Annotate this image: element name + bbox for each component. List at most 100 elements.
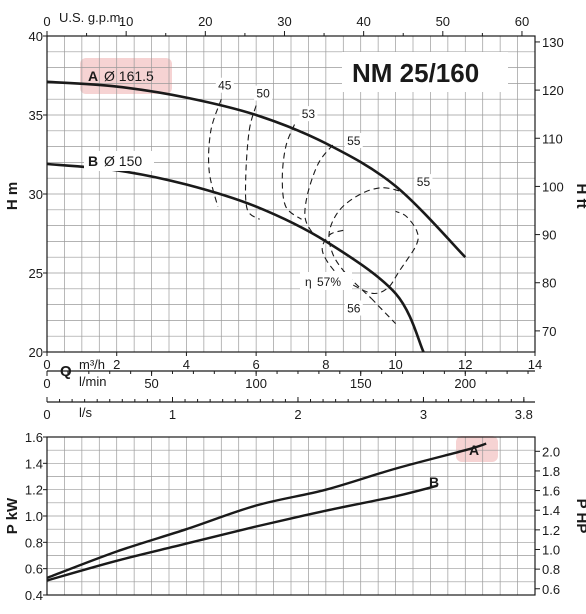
- flow-ls-unit: l/s: [79, 405, 93, 420]
- top-axis-title: U.S. g.p.m.: [59, 10, 124, 25]
- efficiency-label: 55: [417, 175, 431, 189]
- head-right-tick-label: 100: [542, 179, 564, 194]
- m3h-tick-label: 10: [388, 357, 402, 372]
- head-curve-a: [46, 80, 467, 259]
- curve-b-label-bg: [84, 151, 154, 171]
- efficiency-label-bg: [344, 300, 363, 316]
- m3h-tick-label: 8: [322, 357, 329, 372]
- gpm-tick-label: 50: [436, 14, 450, 29]
- head-right-tick-label: 130: [542, 35, 564, 50]
- efficiency-label: 53: [302, 107, 316, 121]
- efficiency-label-bg: [254, 85, 273, 101]
- head-left-tick-label: 25: [29, 266, 43, 281]
- power-right-tick-label: 1.2: [542, 523, 560, 538]
- head-right-tick-label: 70: [542, 324, 556, 339]
- power-grid: [47, 437, 535, 595]
- efficiency-label-bg: [299, 106, 318, 122]
- power-right-tick-label: 0.8: [542, 562, 560, 577]
- power-right-tick-label: 1.4: [542, 503, 560, 518]
- m3h-tick-label: 12: [458, 357, 472, 372]
- efficiency-contour-3: [304, 144, 334, 241]
- efficiency-label-bg: [215, 77, 234, 93]
- gpm-tick-label: 40: [356, 14, 370, 29]
- power-curve-b-name: B: [429, 474, 439, 490]
- efficiency-label-bg: [344, 133, 363, 149]
- power-left-tick-label: 1.4: [25, 456, 43, 471]
- ls-tick-label: 0: [43, 407, 50, 422]
- power-right-tick-label: 1.6: [542, 484, 560, 499]
- power-right-tick-label: 0.6: [542, 582, 560, 597]
- power-axis-title-right: P HP: [573, 499, 586, 534]
- lmin-tick-label: 0: [43, 376, 50, 391]
- power-left-tick-label: 1.2: [25, 483, 43, 498]
- power-right-tick-label: 2.0: [542, 444, 560, 459]
- head-right-tick-label: 80: [542, 276, 556, 291]
- power-left-tick-label: 0.8: [25, 535, 43, 550]
- flow-q-prefix: Q: [60, 363, 72, 380]
- gpm-tick-label: 30: [277, 14, 291, 29]
- efficiency-label: 56: [347, 302, 361, 316]
- eta-value: 57%: [317, 275, 341, 289]
- gpm-tick-label: 20: [198, 14, 212, 29]
- power-left-tick-label: 1.0: [25, 509, 43, 524]
- efficiency-contour-1: [244, 105, 260, 220]
- curve-a-name: A: [88, 68, 98, 84]
- power-left-tick-label: 0.6: [25, 562, 43, 577]
- efficiency-contour-5: [321, 210, 419, 295]
- lmin-tick-label: 200: [454, 376, 476, 391]
- ls-tick-label: 2: [294, 407, 301, 422]
- power-right-tick-label: 1.8: [542, 464, 560, 479]
- flow-lmin-unit: l/min: [79, 374, 106, 389]
- head-left-tick-label: 30: [29, 187, 43, 202]
- efficiency-contour-2: [281, 124, 302, 220]
- gpm-tick-label: 10: [119, 14, 133, 29]
- efficiency-label: 50: [256, 87, 270, 101]
- curve-b-diameter: Ø 150: [104, 153, 142, 169]
- power-left-tick-label: 1.6: [25, 430, 43, 445]
- gpm-tick-label: 0: [43, 14, 50, 29]
- head-right-tick-label: 120: [542, 83, 564, 98]
- head-left-tick-label: 40: [29, 29, 43, 44]
- ls-tick-label: 3: [420, 407, 427, 422]
- curve-b-name: B: [88, 153, 98, 169]
- ls-tick-label: 1: [169, 407, 176, 422]
- head-right-tick-label: 90: [542, 228, 556, 243]
- flow-m3h-unit: m³/h: [79, 357, 105, 372]
- y-axis-title-right: H ft: [573, 184, 586, 209]
- head-right-tick-label: 110: [542, 131, 563, 146]
- power-curve-a-name: A: [469, 442, 479, 458]
- efficiency-contour-6: [370, 297, 396, 324]
- ls-tick-label: 3.8: [515, 407, 533, 422]
- lmin-tick-label: 50: [144, 376, 158, 391]
- power-right-tick-label: 1.0: [542, 542, 560, 557]
- power-axis-title-left: P kW: [4, 497, 21, 534]
- curve-a-diameter: Ø 161.5: [104, 68, 154, 84]
- chart-title: NM 25/160: [352, 58, 479, 88]
- m3h-tick-label: 6: [253, 357, 260, 372]
- m3h-tick-label: 14: [528, 357, 542, 372]
- power-curve-a: [46, 442, 487, 580]
- power-left-tick-label: 0.4: [25, 588, 43, 603]
- lmin-tick-label: 150: [350, 376, 372, 391]
- title-background: [342, 52, 508, 92]
- y-axis-title-left: H m: [4, 182, 21, 210]
- lmin-tick-label: 100: [245, 376, 267, 391]
- power-curve-b: [46, 484, 438, 582]
- gpm-tick-label: 60: [515, 14, 529, 29]
- m3h-tick-label: 4: [183, 357, 190, 372]
- efficiency-label-bg: [414, 174, 433, 190]
- head-left-tick-label: 20: [29, 345, 43, 360]
- efficiency-label: 45: [218, 79, 232, 93]
- eta-symbol: η: [305, 275, 312, 289]
- head-left-tick-label: 35: [29, 108, 43, 123]
- m3h-tick-label: 0: [43, 357, 50, 372]
- eta-label-bg: [300, 272, 352, 290]
- efficiency-label: 55: [347, 134, 361, 148]
- head-curve-b: [46, 162, 425, 353]
- power-a-label-highlight: [456, 436, 498, 462]
- efficiency-contours: 45 50 53 55 55 56: [208, 77, 433, 324]
- m3h-tick-label: 2: [113, 357, 120, 372]
